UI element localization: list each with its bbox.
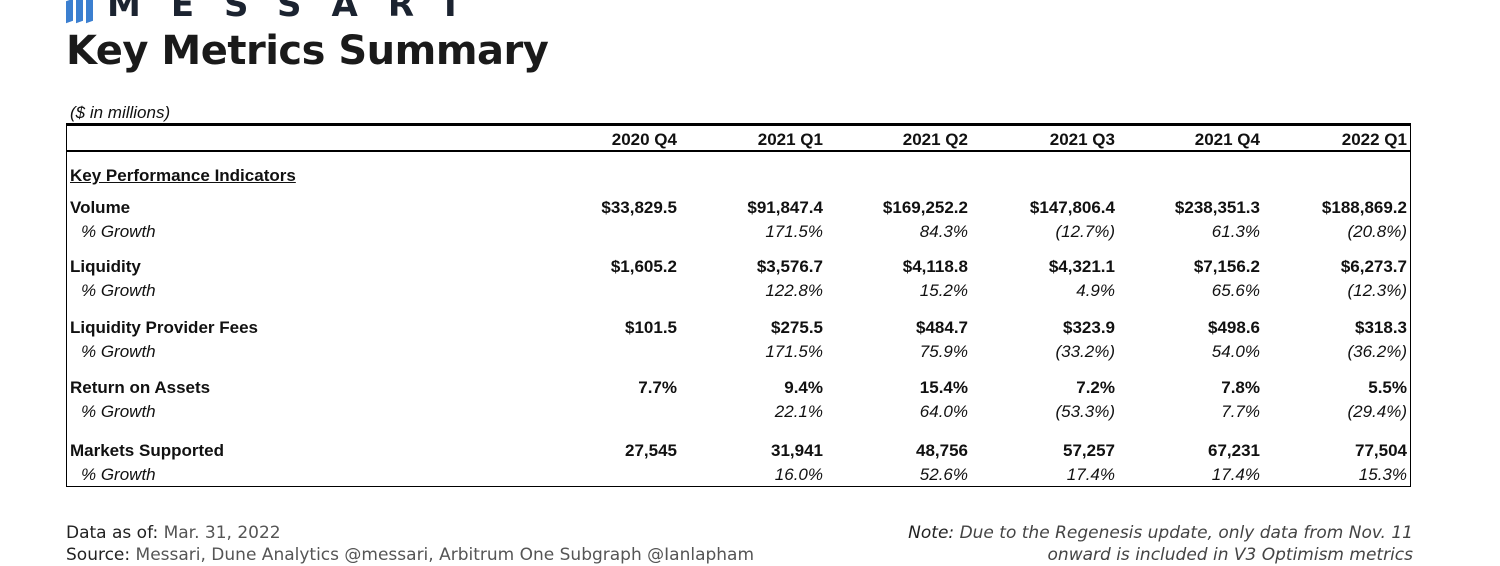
growth-value: (12.7%) xyxy=(1055,222,1115,241)
column-header: 2020 Q4 xyxy=(611,130,677,149)
units-note: ($ in millions) xyxy=(70,103,171,122)
metric-label: Markets Supported xyxy=(70,441,224,460)
growth-value: 65.6% xyxy=(1211,281,1260,300)
metric-value: $484.7 xyxy=(916,318,968,337)
growth-value: 54.0% xyxy=(1211,342,1260,361)
growth-value: 61.3% xyxy=(1211,222,1260,241)
metric-value: $4,321.1 xyxy=(1048,257,1115,276)
growth-label: % Growth xyxy=(81,222,156,241)
metric-value: 15.4% xyxy=(919,378,968,397)
growth-value: (29.4%) xyxy=(1347,402,1407,421)
column-header: 2022 Q1 xyxy=(1341,130,1407,149)
metric-value: $275.5 xyxy=(771,318,823,337)
source-label: Source: xyxy=(66,545,131,565)
metric-label: Liquidity xyxy=(70,257,141,276)
page-title: Key Metrics Summary xyxy=(66,28,549,74)
metric-value: 7.8% xyxy=(1221,378,1260,397)
data-as-of-value: Mar. 31, 2022 xyxy=(163,523,281,543)
metric-value: 7.2% xyxy=(1076,378,1115,397)
growth-value: 122.8% xyxy=(765,281,823,300)
metric-value: $238,351.3 xyxy=(1174,198,1260,217)
metric-value: $498.6 xyxy=(1208,318,1260,337)
growth-value: 75.9% xyxy=(919,342,968,361)
column-header: 2021 Q2 xyxy=(902,130,968,149)
metric-label: Liquidity Provider Fees xyxy=(70,318,258,337)
metric-value: 5.5% xyxy=(1368,378,1407,397)
growth-value: 17.4% xyxy=(1066,465,1115,484)
metric-value: $323.9 xyxy=(1063,318,1115,337)
metric-value: 31,941 xyxy=(771,441,823,460)
metric-label: Volume xyxy=(70,198,131,217)
metric-value: 27,545 xyxy=(625,441,677,460)
metric-value: $91,847.4 xyxy=(747,198,823,217)
footer-note: Note: Due to the Regenesis update, only … xyxy=(908,522,1413,566)
data-as-of: Data as of: Mar. 31, 2022 xyxy=(66,522,754,544)
messari-logo: MESSARI xyxy=(66,0,487,25)
metric-value: $3,576.7 xyxy=(756,257,823,276)
metric-value: $101.5 xyxy=(625,318,677,337)
growth-value: (36.2%) xyxy=(1347,342,1407,361)
growth-value: 15.2% xyxy=(919,281,968,300)
growth-label: % Growth xyxy=(81,465,156,484)
section-title: Key Performance Indicators xyxy=(70,166,296,185)
metric-value: 77,504 xyxy=(1355,441,1407,460)
column-header: 2021 Q4 xyxy=(1194,130,1260,149)
column-header: 2021 Q3 xyxy=(1049,130,1115,149)
growth-label: % Growth xyxy=(81,402,156,421)
metric-value: 9.4% xyxy=(784,378,823,397)
growth-value: (12.3%) xyxy=(1347,281,1407,300)
growth-value: 171.5% xyxy=(765,222,823,241)
note-line-1: Due to the Regenesis update, only data f… xyxy=(959,523,1413,543)
growth-value: 64.0% xyxy=(919,402,968,421)
source-line: Source: Messari, Dune Analytics @messari… xyxy=(66,544,754,566)
metric-value: $33,829.5 xyxy=(601,198,677,217)
growth-value: 52.6% xyxy=(919,465,968,484)
column-header: 2021 Q1 xyxy=(757,130,823,149)
header-divider xyxy=(67,150,1410,152)
metric-label: Return on Assets xyxy=(70,378,211,397)
growth-value: 171.5% xyxy=(765,342,823,361)
note-label: Note: xyxy=(908,523,955,543)
metric-value: $318.3 xyxy=(1355,318,1407,337)
metric-value: 48,756 xyxy=(916,441,968,460)
data-as-of-label: Data as of: xyxy=(66,523,159,543)
metric-value: $147,806.4 xyxy=(1029,198,1115,217)
metric-value: 57,257 xyxy=(1063,441,1115,460)
growth-value: 84.3% xyxy=(919,222,968,241)
metric-value: $1,605.2 xyxy=(610,257,677,276)
messari-logo-icon xyxy=(66,0,93,24)
growth-value: 22.1% xyxy=(774,402,823,421)
metric-value: $4,118.8 xyxy=(902,257,968,276)
source-value: Messari, Dune Analytics @messari, Arbitr… xyxy=(135,545,755,565)
growth-value: 4.9% xyxy=(1076,281,1115,300)
metric-value: $188,869.2 xyxy=(1321,198,1407,217)
metric-value: 67,231 xyxy=(1208,441,1260,460)
growth-value: 7.7% xyxy=(1221,402,1260,421)
growth-label: % Growth xyxy=(81,281,156,300)
note-line-2: onward is included in V3 Optimism metric… xyxy=(1047,545,1413,565)
growth-value: 17.4% xyxy=(1211,465,1260,484)
brand-name: MESSARI xyxy=(107,0,487,25)
growth-value: (53.3%) xyxy=(1055,402,1115,421)
metric-value: 7.7% xyxy=(638,378,677,397)
metric-value: $6,273.7 xyxy=(1340,257,1407,276)
metric-value: $169,252.2 xyxy=(882,198,968,217)
growth-value: (20.8%) xyxy=(1347,222,1407,241)
growth-label: % Growth xyxy=(81,342,156,361)
growth-value: (33.2%) xyxy=(1055,342,1115,361)
growth-value: 16.0% xyxy=(774,465,823,484)
metric-value: $7,156.2 xyxy=(1193,257,1260,276)
growth-value: 15.3% xyxy=(1358,465,1407,484)
metrics-table: Key Performance Indicators 2020 Q4 2021 Q… xyxy=(66,123,1411,487)
footer-left: Data as of: Mar. 31, 2022 Source: Messar… xyxy=(66,522,754,566)
